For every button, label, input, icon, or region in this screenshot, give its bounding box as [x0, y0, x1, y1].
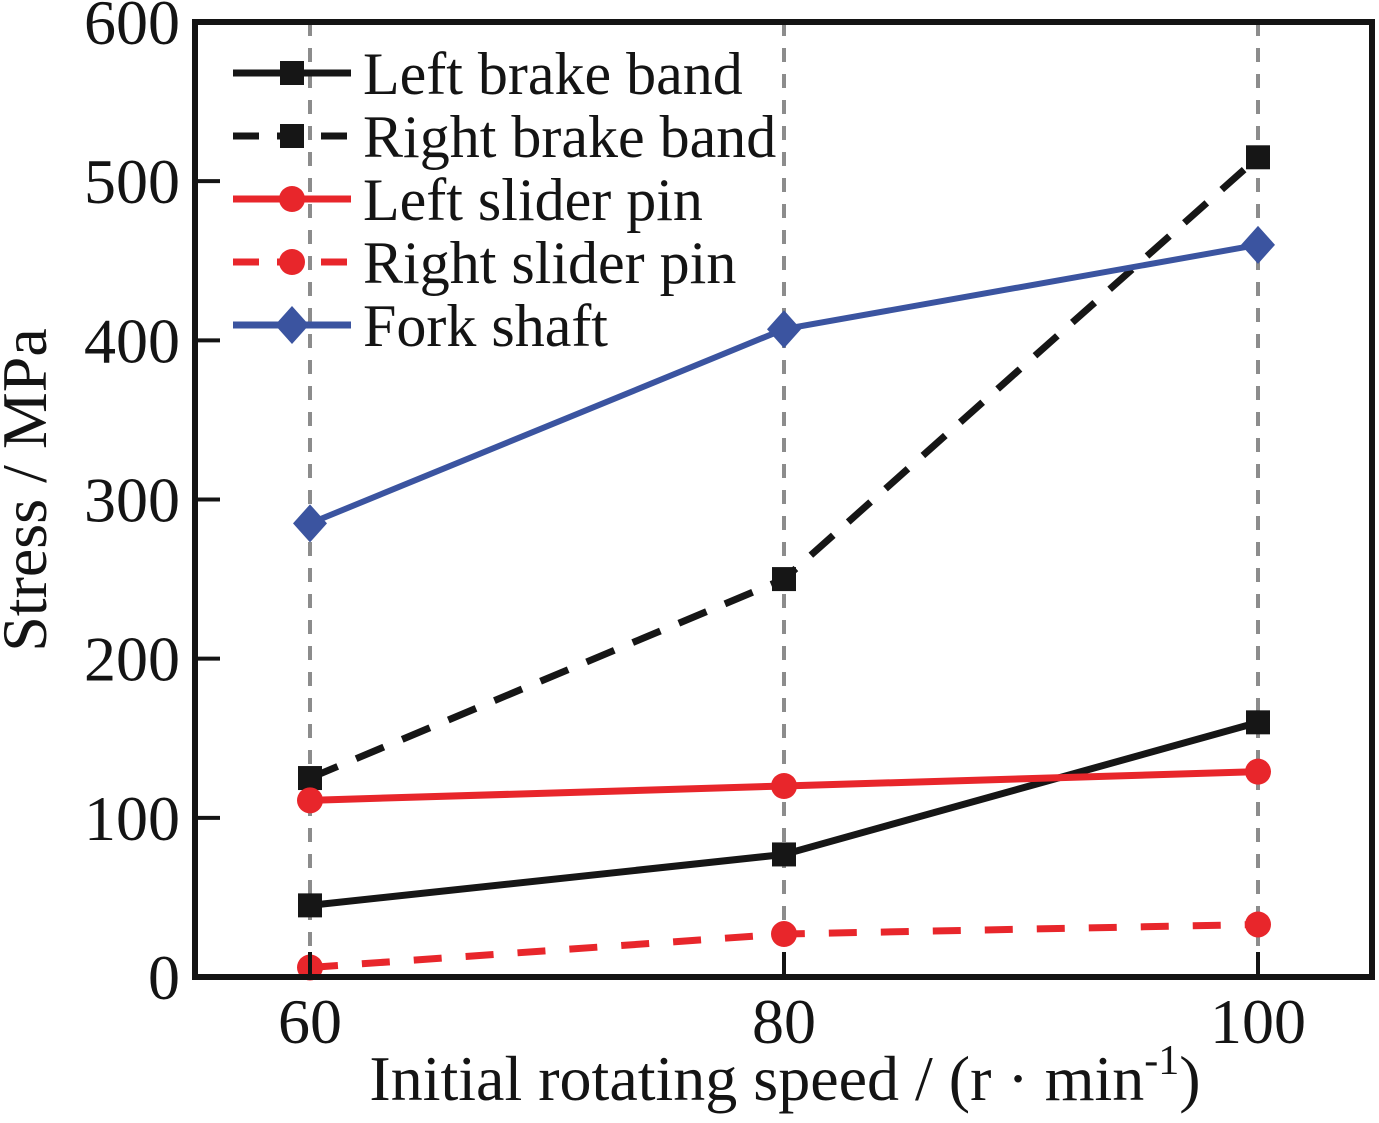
marker-left-brake-band-100: [1246, 710, 1270, 735]
y-tick-label-100: 100: [84, 783, 180, 854]
legend-label-left-brake-band: Left brake band: [363, 41, 743, 107]
marker-left-slider-pin-60: [297, 787, 323, 814]
legend-marker-left-slider-pin: [279, 186, 305, 212]
data-series: [293, 145, 1275, 981]
marker-left-slider-pin-100: [1245, 758, 1271, 785]
axis-ticks: [198, 179, 1260, 974]
marker-right-brake-band-80: [772, 567, 796, 592]
gridlines: [308, 22, 1260, 977]
x-tick-label-80: 80: [752, 986, 816, 1057]
y-tick-label-300: 300: [84, 465, 180, 536]
marker-left-brake-band-60: [298, 893, 322, 918]
legend-item-right-slider-pin: Right slider pin: [233, 230, 736, 296]
legend-marker-left-brake-band: [280, 61, 304, 85]
x-axis-title-close: ): [1179, 1043, 1200, 1114]
y-tick-label-500: 500: [84, 146, 180, 217]
legend-item-left-slider-pin: Left slider pin: [233, 167, 703, 233]
marker-left-slider-pin-80: [771, 773, 797, 799]
legend-marker-right-brake-band: [280, 124, 304, 148]
y-axis-title: Stress / MPa: [0, 328, 60, 652]
legend-label-left-slider-pin: Left slider pin: [363, 167, 703, 233]
legend-label-right-slider-pin: Right slider pin: [363, 230, 736, 296]
y-tick-label-400: 400: [84, 305, 180, 376]
x-axis-title: Initial rotating speed / (r · min-1): [369, 1038, 1200, 1114]
x-axis-title-main: Initial rotating speed / (r · min: [369, 1043, 1144, 1114]
x-axis-title-superscript: -1: [1144, 1038, 1179, 1084]
legend-marker-right-slider-pin: [279, 249, 305, 275]
legend-item-fork-shaft: Fork shaft: [233, 293, 608, 359]
legend-item-right-brake-band: Right brake band: [233, 104, 776, 170]
marker-fork-shaft-60: [293, 504, 327, 543]
y-tick-label-200: 200: [84, 624, 180, 695]
marker-fork-shaft-100: [1241, 225, 1275, 264]
y-tick-label-600: 600: [84, 0, 180, 58]
marker-right-brake-band-60: [298, 766, 322, 791]
marker-right-brake-band-100: [1246, 145, 1270, 170]
marker-right-slider-pin-80: [771, 921, 797, 948]
x-tick-label-60: 60: [278, 986, 342, 1057]
legend-item-left-brake-band: Left brake band: [233, 41, 743, 107]
axis-tick-labels: 0 100 200 300 400 500 600 60 80 100: [84, 0, 1306, 1057]
legend-marker-fork-shaft: [275, 306, 309, 344]
x-tick-label-100: 100: [1210, 986, 1306, 1057]
legend-label-right-brake-band: Right brake band: [363, 104, 776, 170]
y-tick-label-0: 0: [148, 942, 180, 1013]
marker-left-brake-band-80: [772, 842, 796, 867]
marker-fork-shaft-80: [767, 310, 801, 349]
marker-right-slider-pin-100: [1245, 911, 1271, 938]
legend-label-fork-shaft: Fork shaft: [363, 293, 608, 359]
plot-frame: [192, 19, 1375, 980]
